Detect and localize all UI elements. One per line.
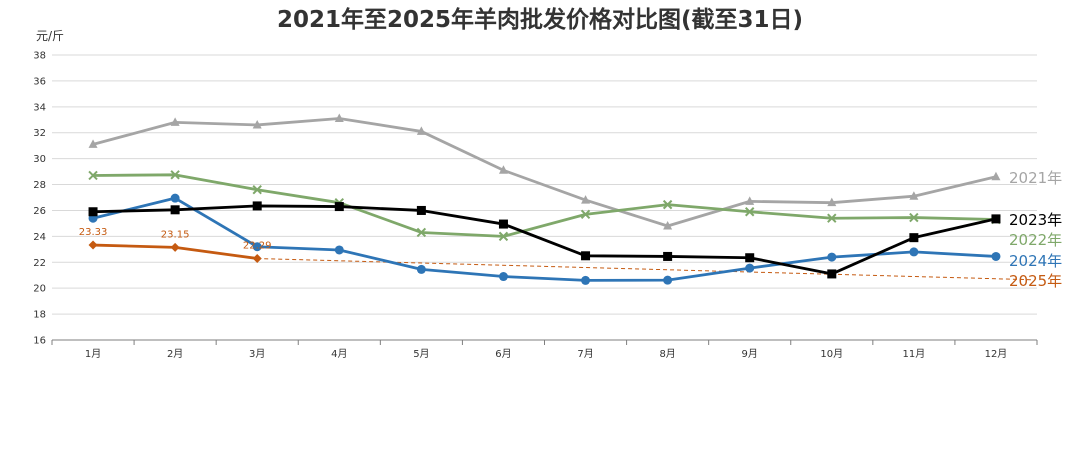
data-point xyxy=(170,193,180,203)
series-labels: 2021年 2022年 2024年 2023年 2025年 xyxy=(1009,169,1062,290)
data-label: 23.33 xyxy=(79,227,108,238)
data-point xyxy=(991,171,1001,181)
series-2025: 23.33 23.15 22.29 xyxy=(79,227,272,264)
data-point xyxy=(88,240,98,250)
series-label: 2023年 xyxy=(1009,211,1062,229)
trendline xyxy=(257,258,1034,281)
data-point xyxy=(827,213,837,223)
data-point xyxy=(498,165,508,174)
y-tick-label: 26 xyxy=(33,206,46,217)
data-point xyxy=(416,205,426,215)
data-point xyxy=(170,117,180,126)
chart-title: 2021年至2025年羊肉批发价格对比图(截至31日) xyxy=(277,6,803,33)
series-line xyxy=(92,196,997,282)
series-line xyxy=(93,173,996,238)
data-point xyxy=(909,233,919,243)
x-tick-label: 9月 xyxy=(742,348,758,360)
data-point xyxy=(745,263,755,273)
x-tick-label: 11月 xyxy=(903,348,926,360)
data-point xyxy=(88,170,98,181)
data-point xyxy=(581,195,591,204)
data-label: 23.15 xyxy=(161,229,190,240)
series-label: 2025年 xyxy=(1009,272,1062,290)
x-tick-label: 1月 xyxy=(85,348,101,360)
trendline-2025 xyxy=(257,258,1034,281)
series-label: 2022年 xyxy=(1009,231,1062,249)
x-tick-label: 12月 xyxy=(985,348,1008,360)
series-label: 2021年 xyxy=(1009,169,1062,187)
data-point xyxy=(252,201,262,211)
data-point xyxy=(170,170,180,180)
y-tick-label: 36 xyxy=(33,76,46,87)
y-tick-label: 34 xyxy=(33,102,46,113)
data-point xyxy=(663,275,673,285)
y-tick-label: 30 xyxy=(33,154,46,165)
data-point xyxy=(663,251,673,261)
data-label: 22.29 xyxy=(243,241,272,252)
x-tick-label: 2月 xyxy=(167,348,183,360)
y-tick-label: 18 xyxy=(33,310,46,321)
series-2021 xyxy=(88,113,1001,230)
series-2023 xyxy=(88,201,1001,279)
data-point xyxy=(991,251,1001,261)
x-tick-label: 7月 xyxy=(577,348,593,360)
y-tick-label: 22 xyxy=(33,258,46,269)
data-point xyxy=(498,231,509,242)
x-tick-label: 8月 xyxy=(659,348,675,360)
y-tick-label: 24 xyxy=(33,232,46,243)
y-tick-label: 16 xyxy=(33,336,46,347)
data-point xyxy=(334,202,344,212)
data-point xyxy=(827,269,837,279)
series-2022 xyxy=(88,170,1001,242)
data-point xyxy=(827,252,837,262)
x-tick-label: 4月 xyxy=(331,348,347,360)
x-tick-label: 10月 xyxy=(820,348,843,360)
data-point xyxy=(745,196,755,205)
x-axis: 1月 2月 3月 4月 5月 6月 7月 8月 9月 10月 11月 12月 xyxy=(51,339,1038,360)
data-point xyxy=(909,247,919,257)
y-tick-label: 38 xyxy=(33,51,46,62)
data-point xyxy=(498,272,508,282)
data-point xyxy=(581,251,591,261)
data-point xyxy=(88,139,98,148)
series-2024 xyxy=(88,193,1001,285)
data-point xyxy=(252,242,262,252)
data-point xyxy=(498,219,508,229)
data-point xyxy=(663,221,673,230)
data-point xyxy=(334,245,344,255)
data-point xyxy=(827,197,837,207)
series-label: 2024年 xyxy=(1009,252,1062,270)
data-point xyxy=(580,209,591,220)
y-tick-label: 20 xyxy=(33,284,46,295)
y-tick-label: 32 xyxy=(33,128,46,139)
x-tick-label: 5月 xyxy=(413,348,429,360)
data-point xyxy=(909,212,919,223)
data-point xyxy=(252,185,262,195)
x-tick-label: 6月 xyxy=(495,348,511,360)
series-lines: 23.33 23.15 22.29 xyxy=(79,113,1001,285)
data-point xyxy=(252,119,262,129)
y-axis-ticks: 16 18 20 22 24 26 28 30 32 34 36 38 xyxy=(33,51,46,347)
gridlines xyxy=(52,54,1037,341)
data-point xyxy=(745,253,755,263)
series-line xyxy=(93,204,997,276)
data-point xyxy=(416,227,427,238)
data-point xyxy=(88,207,98,217)
data-point xyxy=(416,264,426,274)
data-point xyxy=(170,242,180,252)
data-point xyxy=(909,191,919,200)
data-point xyxy=(334,113,344,122)
data-point xyxy=(581,275,591,285)
data-point xyxy=(745,207,755,217)
data-point xyxy=(991,214,1001,224)
y-tick-label: 28 xyxy=(33,180,46,191)
y-axis-unit: 元/斤 xyxy=(36,29,64,43)
x-tick-label: 3月 xyxy=(249,348,265,360)
data-point xyxy=(252,254,262,264)
data-point xyxy=(416,126,426,135)
data-point xyxy=(170,205,180,215)
data-point xyxy=(662,199,673,210)
series-line xyxy=(92,117,997,228)
